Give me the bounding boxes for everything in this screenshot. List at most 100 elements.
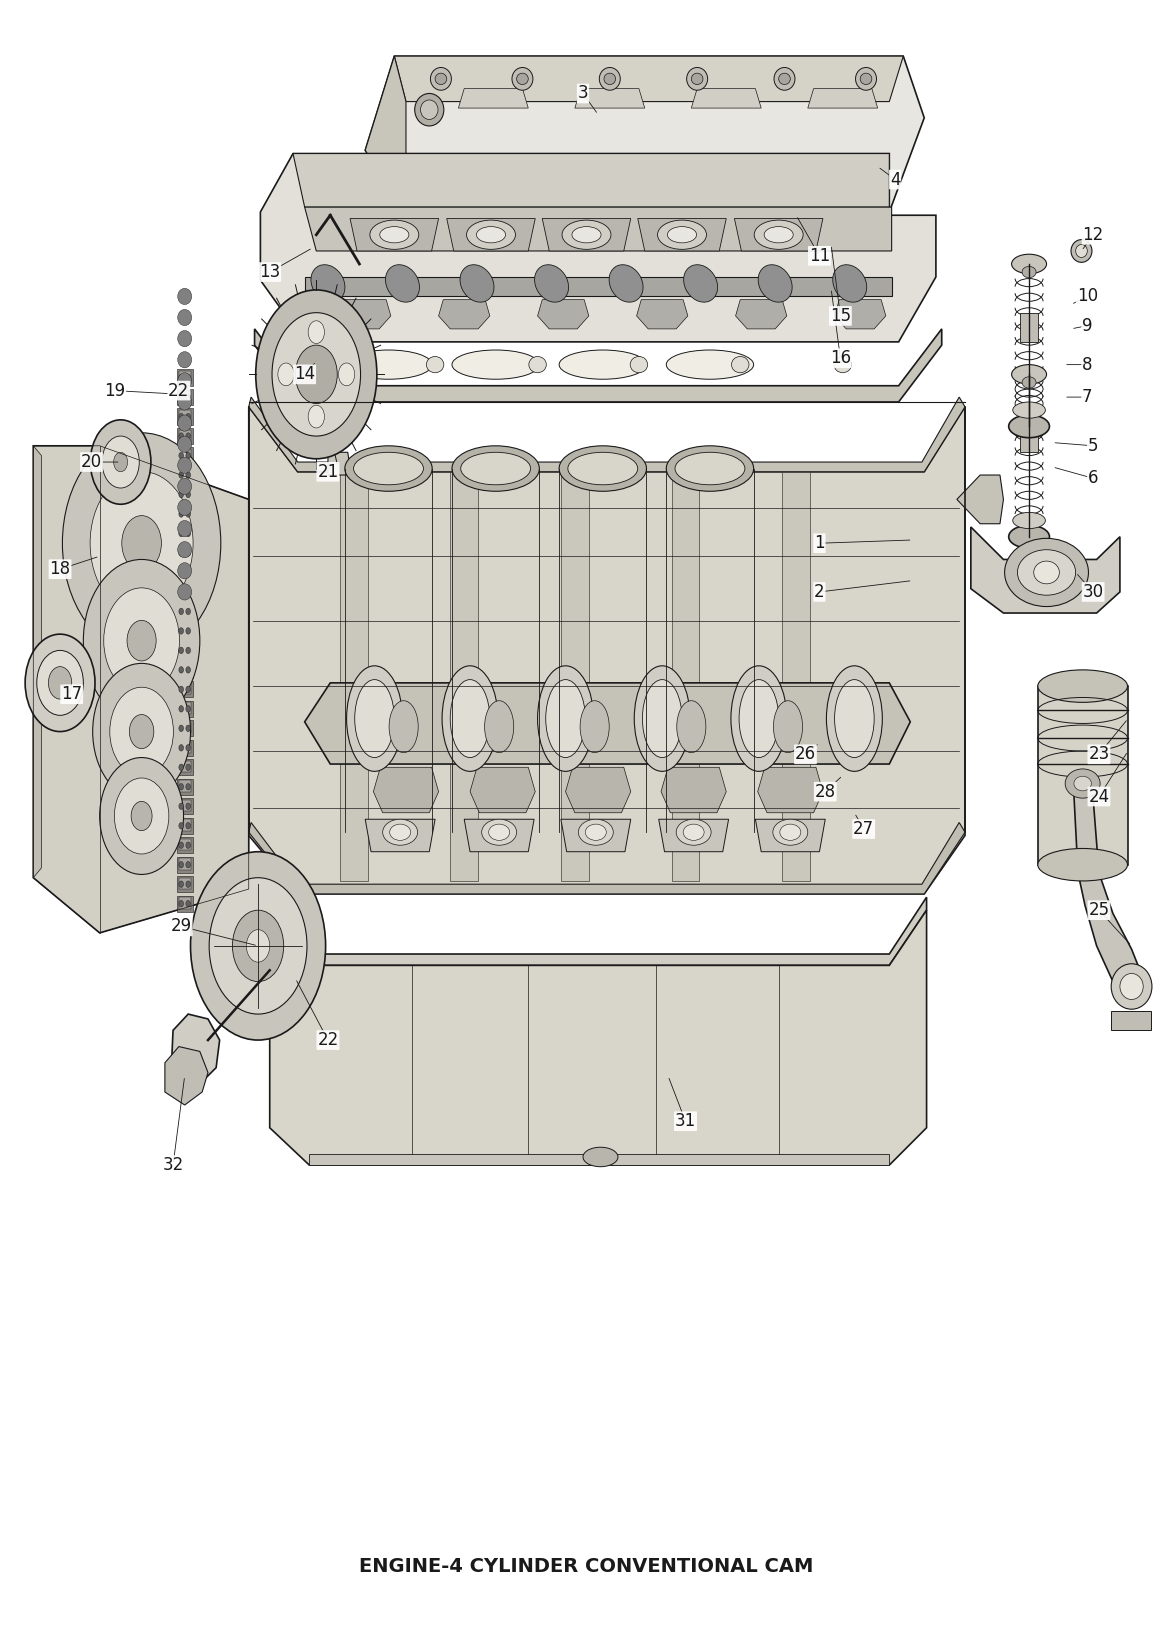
Ellipse shape: [581, 700, 609, 752]
Polygon shape: [266, 922, 296, 955]
Ellipse shape: [774, 67, 795, 90]
Ellipse shape: [684, 264, 718, 302]
Polygon shape: [542, 219, 631, 251]
Polygon shape: [177, 623, 192, 640]
Polygon shape: [177, 643, 192, 658]
Polygon shape: [255, 330, 942, 401]
Polygon shape: [249, 397, 965, 472]
Text: 8: 8: [1082, 356, 1092, 374]
Ellipse shape: [1011, 255, 1046, 274]
Circle shape: [185, 803, 190, 809]
Ellipse shape: [572, 227, 601, 243]
Circle shape: [83, 560, 199, 721]
Text: 5: 5: [1087, 437, 1098, 455]
Ellipse shape: [426, 356, 443, 372]
Circle shape: [90, 472, 194, 615]
Polygon shape: [834, 300, 886, 330]
Polygon shape: [561, 472, 589, 881]
Ellipse shape: [635, 666, 690, 772]
Ellipse shape: [666, 446, 753, 491]
Ellipse shape: [1074, 777, 1091, 792]
Ellipse shape: [369, 220, 419, 250]
Polygon shape: [178, 839, 190, 850]
Polygon shape: [177, 759, 192, 775]
Circle shape: [185, 374, 190, 380]
Ellipse shape: [560, 349, 646, 379]
Text: 19: 19: [104, 382, 126, 400]
Ellipse shape: [177, 351, 191, 367]
Ellipse shape: [764, 227, 793, 243]
Polygon shape: [178, 605, 190, 617]
Ellipse shape: [345, 349, 432, 379]
Polygon shape: [177, 388, 192, 405]
Polygon shape: [33, 446, 41, 878]
Circle shape: [178, 685, 183, 692]
Ellipse shape: [177, 542, 191, 558]
Ellipse shape: [380, 227, 409, 243]
Text: 1: 1: [814, 534, 825, 552]
Ellipse shape: [545, 679, 585, 757]
Polygon shape: [178, 429, 190, 441]
Polygon shape: [178, 625, 190, 636]
Polygon shape: [178, 449, 190, 460]
Polygon shape: [365, 55, 406, 212]
Circle shape: [102, 436, 140, 488]
Polygon shape: [177, 408, 192, 424]
Circle shape: [190, 852, 326, 1040]
Ellipse shape: [535, 264, 569, 302]
Ellipse shape: [779, 73, 791, 85]
Circle shape: [185, 413, 190, 419]
Ellipse shape: [1033, 561, 1059, 584]
Polygon shape: [659, 819, 728, 852]
Circle shape: [185, 609, 190, 615]
Polygon shape: [465, 819, 534, 852]
Polygon shape: [270, 911, 927, 1165]
Ellipse shape: [177, 331, 191, 346]
Text: 12: 12: [1083, 225, 1104, 243]
Circle shape: [178, 823, 183, 829]
Polygon shape: [33, 446, 249, 934]
Circle shape: [185, 511, 190, 517]
Circle shape: [185, 744, 190, 751]
Polygon shape: [177, 661, 192, 677]
Ellipse shape: [578, 819, 613, 845]
Ellipse shape: [780, 824, 801, 840]
Circle shape: [178, 432, 183, 439]
Polygon shape: [178, 586, 190, 597]
Circle shape: [308, 405, 325, 428]
Polygon shape: [734, 219, 823, 251]
Circle shape: [178, 511, 183, 517]
Polygon shape: [177, 369, 192, 385]
Ellipse shape: [386, 264, 420, 302]
Polygon shape: [310, 1154, 889, 1165]
Circle shape: [185, 432, 190, 439]
Polygon shape: [270, 898, 927, 966]
Ellipse shape: [177, 289, 191, 305]
Polygon shape: [165, 1046, 208, 1105]
Ellipse shape: [1022, 377, 1036, 388]
Circle shape: [114, 452, 128, 472]
Circle shape: [114, 778, 169, 854]
Circle shape: [25, 635, 95, 731]
Ellipse shape: [452, 446, 540, 491]
Text: 13: 13: [259, 263, 280, 281]
Circle shape: [178, 530, 183, 537]
Polygon shape: [782, 472, 811, 881]
Polygon shape: [177, 720, 192, 736]
Polygon shape: [305, 277, 891, 297]
Circle shape: [178, 901, 183, 907]
Ellipse shape: [1065, 769, 1100, 798]
Ellipse shape: [667, 227, 697, 243]
Circle shape: [93, 663, 190, 800]
Polygon shape: [177, 896, 192, 912]
Ellipse shape: [674, 452, 745, 485]
Ellipse shape: [676, 819, 711, 845]
Polygon shape: [177, 584, 192, 601]
Text: 23: 23: [1089, 746, 1110, 764]
Circle shape: [178, 472, 183, 478]
Circle shape: [178, 413, 183, 419]
Polygon shape: [178, 390, 190, 401]
Circle shape: [103, 588, 179, 694]
Polygon shape: [178, 741, 190, 752]
Ellipse shape: [1011, 364, 1046, 384]
